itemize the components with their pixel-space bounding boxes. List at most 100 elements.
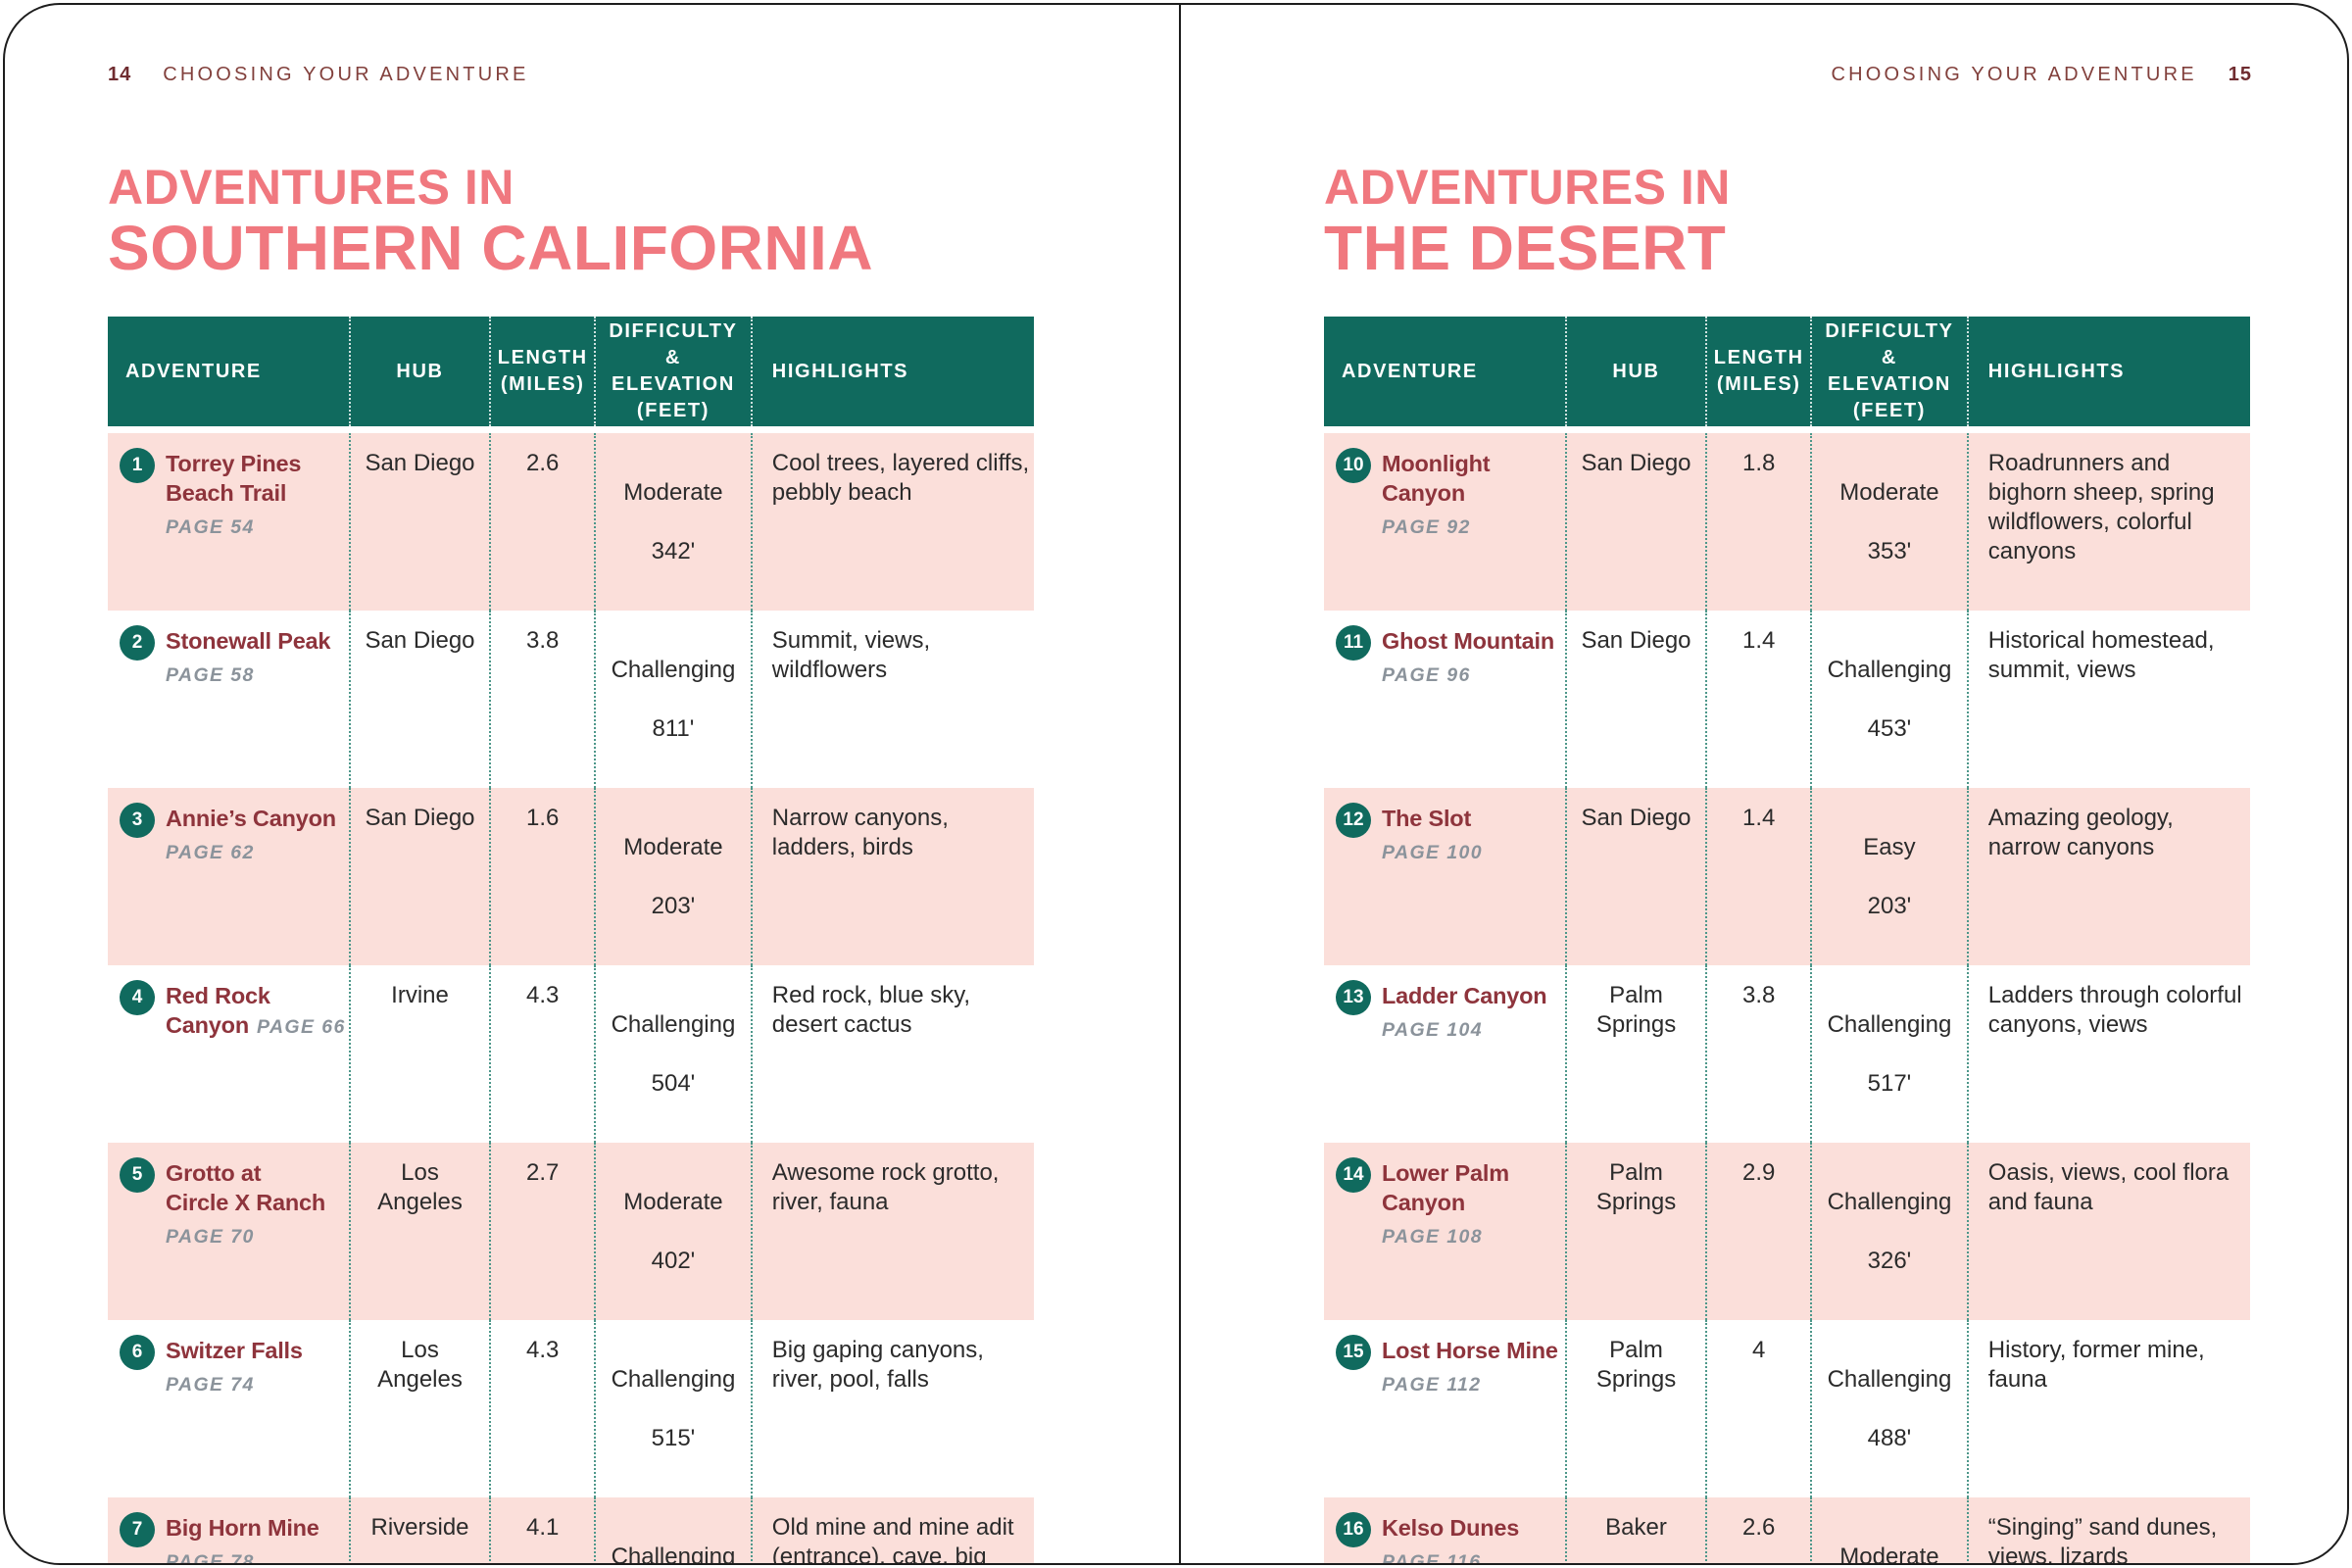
adventure-cell: 10 Moonlight Canyon PAGE 92 — [1324, 433, 1565, 611]
difficulty-cell: Moderate 353' — [1810, 433, 1967, 611]
adventure-cell: 12 The Slot PAGE 100 — [1324, 788, 1565, 965]
length-cell: 4 — [1705, 1320, 1810, 1497]
difficulty-rating: Moderate — [1839, 479, 1939, 506]
hub-cell: San Diego — [1564, 433, 1706, 611]
table-row: 11 Ghost Mountain PAGE 96 San Diego 1.4 C… — [1324, 611, 2250, 788]
hub-cell: Riverside — [348, 1497, 490, 1563]
hub-cell: San Diego — [348, 433, 490, 611]
adventure-name-line: Moonlight — [1382, 451, 1491, 476]
highlights-cell: “Singing” sand dunes, views, lizards — [1966, 1497, 2250, 1563]
highlights-cell: Summit, views, wildflowers — [750, 611, 1034, 788]
adventure-cell: 5 Grotto at Circle X Ranch PAGE 70 — [108, 1143, 349, 1320]
highlights-cell: Awesome rock grotto, river, fauna — [750, 1143, 1034, 1320]
highlights-cell: Amazing geology, narrow canyons — [1966, 788, 2250, 965]
column-header-adventure: ADVENTURE — [1342, 360, 1478, 382]
table-header-row: ADVENTURE HUB LENGTH (MILES) DIFFICULTY … — [108, 317, 1034, 426]
column-header-difficulty: DIFFICULTY & ELEVATION (FEET) — [1810, 317, 1967, 426]
elevation-value: 515' — [651, 1425, 696, 1451]
adventure-cell: 4 Red Rock Canyon PAGE 66 — [108, 965, 349, 1143]
column-header-hub: HUB — [1564, 317, 1706, 426]
elevation-value: 488' — [1867, 1425, 1912, 1451]
running-header: CHOOSING YOUR ADVENTURE 15 — [1831, 64, 2252, 86]
adventure-name-line: Annie’s Canyon — [166, 806, 336, 831]
elevation-value: 353' — [1867, 538, 1912, 564]
title-line-2: THE DESERT — [1324, 213, 1727, 283]
table-row: 12 The Slot PAGE 100 San Diego 1.4 Easy 2… — [1324, 788, 2250, 965]
difficulty-cell: Challenging 488' — [1810, 1320, 1967, 1497]
elevation-value: 326' — [1867, 1248, 1912, 1274]
adventure-name: Annie’s Canyon PAGE 62 — [166, 804, 336, 951]
adventure-cell: 16 Kelso Dunes PAGE 116 — [1324, 1497, 1565, 1563]
page-reference: PAGE 70 — [166, 1226, 255, 1248]
difficulty-cell: Moderate 402' — [594, 1143, 751, 1320]
elevation-value: 203' — [651, 893, 696, 919]
length-cell: 4.1 — [489, 1497, 594, 1563]
adventure-name: Big Horn Mine PAGE 78 — [166, 1513, 319, 1563]
hub-cell: Irvine — [348, 965, 490, 1143]
adventure-name-line: Canyon — [1382, 480, 1465, 506]
table-row: 3 Annie’s Canyon PAGE 62 San Diego 1.6 Mo… — [108, 788, 1034, 965]
length-cell: 1.4 — [1705, 788, 1810, 965]
length-cell: 2.7 — [489, 1143, 594, 1320]
difficulty-cell: Challenging 326' — [1810, 1143, 1967, 1320]
book-spread: 14 CHOOSING YOUR ADVENTURE ADVENTURES IN… — [3, 3, 2349, 1565]
difficulty-rating: Challenging — [611, 1366, 736, 1393]
difficulty-rating: Moderate — [623, 479, 723, 506]
table-row: 13 Ladder Canyon PAGE 104 Palm Springs 3.… — [1324, 965, 2250, 1143]
adventure-name: Grotto at Circle X Ranch PAGE 70 — [166, 1158, 325, 1305]
highlights-cell: Ladders through colorful canyons, views — [1966, 965, 2250, 1143]
row-number-badge: 10 — [1336, 448, 1371, 483]
row-number-badge: 1 — [120, 448, 155, 483]
running-title: CHOOSING YOUR ADVENTURE — [163, 64, 529, 85]
highlights-cell: Narrow canyons, ladders, birds — [750, 788, 1034, 965]
difficulty-cell: Challenging 523' — [594, 1497, 751, 1565]
highlights-cell: Roadrunners and bighorn sheep, spring wi… — [1966, 433, 2250, 611]
length-cell: 1.4 — [1705, 611, 1810, 788]
adventure-name: Stonewall Peak PAGE 58 — [166, 626, 331, 773]
page-right: CHOOSING YOUR ADVENTURE 15 ADVENTURES IN… — [1181, 5, 2347, 1565]
difficulty-rating: Moderate — [1839, 1544, 1939, 1565]
page-reference: PAGE 54 — [166, 516, 255, 538]
row-number-badge: 12 — [1336, 803, 1371, 838]
adventure-name-line: Beach Trail — [166, 480, 287, 506]
highlights-cell: Oasis, views, cool flora and fauna — [1966, 1143, 2250, 1320]
adventure-name-line: Ghost Mountain — [1382, 628, 1555, 654]
column-header-adventure: ADVENTURE — [125, 360, 262, 382]
adventure-name-line: Lost Horse Mine — [1382, 1338, 1558, 1363]
adventure-cell: 6 Switzer Falls PAGE 74 — [108, 1320, 349, 1497]
adventure-cell: 7 Big Horn Mine PAGE 78 — [108, 1497, 349, 1563]
highlights-cell: Red rock, blue sky, desert cactus — [750, 965, 1034, 1143]
adventure-name-line: Kelso Dunes — [1382, 1515, 1520, 1541]
row-number-badge: 14 — [1336, 1157, 1371, 1193]
adventure-name-line: Ladder Canyon — [1382, 983, 1547, 1008]
row-number-badge: 2 — [120, 625, 155, 661]
adventure-name: Kelso Dunes PAGE 116 — [1382, 1513, 1520, 1563]
running-title: CHOOSING YOUR ADVENTURE — [1831, 64, 2197, 85]
length-cell: 3.8 — [489, 611, 594, 788]
page-reference: PAGE 100 — [1382, 842, 1483, 863]
adventure-name: Torrey Pines Beach Trail PAGE 54 — [166, 449, 301, 596]
difficulty-cell: Challenging 515' — [594, 1320, 751, 1497]
adventure-name: Switzer Falls PAGE 74 — [166, 1336, 303, 1483]
adventure-cell: 11 Ghost Mountain PAGE 96 — [1324, 611, 1565, 788]
hub-cell: San Diego — [1564, 611, 1706, 788]
elevation-value: 811' — [652, 715, 695, 742]
row-number-badge: 3 — [120, 803, 155, 838]
hub-cell: San Diego — [1564, 788, 1706, 965]
difficulty-cell: Challenging 453' — [1810, 611, 1967, 788]
column-header-hub: HUB — [348, 317, 490, 426]
table-row: 14 Lower Palm Canyon PAGE 108 Palm Springs… — [1324, 1143, 2250, 1320]
length-cell: 1.8 — [1705, 433, 1810, 611]
length-cell: 3.8 — [1705, 965, 1810, 1143]
difficulty-rating: Challenging — [611, 1544, 736, 1565]
adventure-cell: 2 Stonewall Peak PAGE 58 — [108, 611, 349, 788]
elevation-value: 342' — [651, 538, 696, 564]
highlights-cell: Cool trees, layered cliffs, pebbly beach — [750, 433, 1034, 611]
table-header-row: ADVENTURE HUB LENGTH (MILES) DIFFICULTY … — [1324, 317, 2250, 426]
page-left: 14 CHOOSING YOUR ADVENTURE ADVENTURES IN… — [5, 5, 1179, 1563]
page-reference: PAGE 92 — [1382, 516, 1471, 538]
row-number-badge: 7 — [120, 1512, 155, 1547]
hub-cell: Palm Springs — [1564, 1143, 1706, 1320]
difficulty-rating: Challenging — [1827, 657, 1952, 683]
adventure-name-line: Red Rock — [166, 983, 270, 1008]
